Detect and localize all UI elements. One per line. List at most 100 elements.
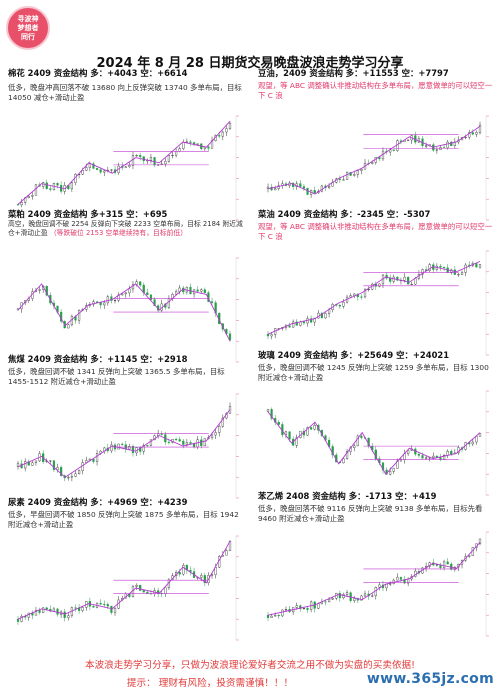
- candle-body: [338, 593, 341, 599]
- candle-body: [34, 610, 38, 616]
- panel-desc: 低多，早盘回调不破 1850 反弹向上突破 1875 多单布局，目标 1942 …: [8, 510, 239, 529]
- wave-line: [17, 120, 231, 205]
- candle-body: [139, 447, 142, 452]
- candle-body: [171, 154, 174, 156]
- candle-body: [185, 442, 188, 445]
- candle-body: [450, 451, 453, 455]
- candle-body: [371, 595, 374, 597]
- logo-line-1: 寻波神: [17, 14, 39, 23]
- candle-body: [345, 451, 349, 459]
- price-chart-sketch: [16, 257, 239, 363]
- candle-body: [110, 169, 113, 171]
- candle-body: [389, 277, 392, 282]
- candle-body: [471, 132, 474, 135]
- candle-body: [192, 142, 196, 145]
- watermark: www.365jz.com: [366, 671, 494, 687]
- candle-body: [327, 186, 331, 188]
- candle-body: [327, 309, 331, 314]
- candle-body: [363, 593, 367, 597]
- logo-badge: 寻波神 梦想者 同行: [6, 6, 50, 50]
- candle-body: [52, 460, 56, 470]
- panel-rapeseed-oil: 菜油 2409 资金结构 多：-2345 空：-5307 观望，等 ABC 调整…: [258, 209, 494, 242]
- candle-body: [42, 607, 45, 613]
- candle-body: [363, 289, 367, 298]
- candle-body: [338, 178, 341, 180]
- candle-body: [353, 174, 356, 176]
- candle-body: [349, 295, 352, 298]
- candle-body: [288, 325, 291, 328]
- candle-body: [274, 614, 277, 617]
- candle-body: [153, 299, 156, 306]
- candle-body: [302, 607, 306, 609]
- candle-body: [435, 149, 438, 151]
- candle-body: [106, 296, 109, 304]
- candle-body: [274, 188, 277, 191]
- candle-body: [110, 444, 113, 452]
- candle-body: [77, 470, 81, 475]
- candle-body: [464, 264, 467, 273]
- candle-body: [182, 565, 185, 575]
- panel-header: 苯乙烯 2408 资金结构 多：-1713 空：+419: [258, 491, 494, 502]
- panel-desc: 观望，等 ABC 调整确认非推动结构在多单布局，愿意做单的可以短空一下 C 浪: [258, 81, 493, 100]
- candle-body: [121, 443, 124, 445]
- candle-body: [225, 128, 228, 133]
- candle-body: [302, 186, 306, 189]
- candle-body: [371, 162, 374, 164]
- candle-body: [128, 446, 131, 450]
- candle-body: [16, 463, 20, 468]
- candle-body: [146, 591, 149, 594]
- wave-line: [267, 260, 481, 335]
- candle-body: [167, 441, 171, 443]
- candle-body: [342, 594, 345, 599]
- candle-body: [182, 440, 185, 445]
- page-title: 2024 年 8 月 28 日期货交易晚盘波浪走势学习分享: [96, 56, 404, 71]
- candle-body: [385, 584, 388, 589]
- candle-body: [446, 561, 449, 565]
- candle-body: [56, 608, 59, 615]
- struct-label: 资金结构: [53, 497, 88, 507]
- candle-body: [196, 289, 199, 292]
- short-value: 空：+695: [126, 209, 168, 219]
- candle-body: [356, 435, 359, 447]
- candle-body: [31, 195, 34, 197]
- candle-body: [95, 453, 99, 462]
- panel-header: 豆油，2409 资金结构 多：+11553 空：+7797: [258, 68, 494, 79]
- candle-body: [342, 458, 345, 464]
- long-value: 多：+4043: [90, 68, 138, 78]
- candle-body: [403, 276, 406, 281]
- struct-label: 资金结构: [53, 354, 88, 364]
- candle-body: [74, 607, 77, 609]
- price-chart-sketch: [266, 250, 489, 356]
- candle-body: [389, 583, 392, 585]
- candle-body: [56, 182, 59, 186]
- candle-body: [160, 433, 163, 435]
- candle-body: [478, 433, 482, 437]
- long-value: 多：+1145: [90, 354, 138, 364]
- panel-styrene: 苯乙烯 2408 资金结构 多：-1713 空：+419 低多，晚盘回落不破 9…: [258, 491, 494, 524]
- candle-body: [128, 165, 131, 168]
- candle-body: [128, 288, 131, 294]
- candle-body: [113, 300, 117, 302]
- candle-body: [439, 147, 442, 151]
- long-value: 多：+25649: [340, 350, 394, 360]
- candle-body: [360, 296, 363, 298]
- candle-body: [106, 604, 109, 607]
- candle-body: [200, 575, 203, 578]
- price-chart-sketch: [16, 393, 239, 499]
- candle-body: [27, 461, 30, 466]
- candle-body: [396, 140, 399, 151]
- candle-body: [81, 170, 84, 175]
- candle-body: [196, 143, 199, 145]
- struct-label: 资金结构: [309, 68, 343, 78]
- short-value: 空：+2918: [140, 354, 188, 364]
- candle-body: [266, 409, 270, 413]
- candle-body: [320, 312, 323, 319]
- candle-body: [92, 606, 95, 608]
- candle-body: [313, 425, 316, 430]
- struct-label: 资金结构: [53, 209, 88, 219]
- panel-desc: 低多，晚盘回调不破 1245 反弹向上突破 1259 多单布局，目标 1300 …: [258, 363, 489, 382]
- candle-body: [310, 318, 313, 323]
- candle-body: [442, 561, 446, 568]
- candle-body: [342, 179, 345, 181]
- panel-header: 尿素 2409 资金结构 多：+4969 空：+4239: [8, 497, 244, 508]
